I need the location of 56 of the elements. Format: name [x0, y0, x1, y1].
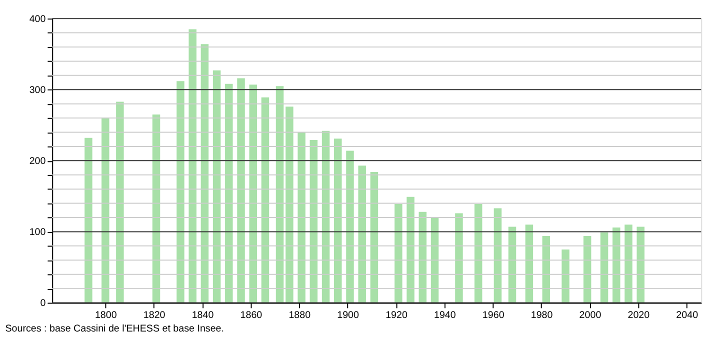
x-tick-label: 1900	[337, 310, 360, 322]
bar	[455, 213, 463, 303]
bar	[600, 232, 608, 303]
bar	[358, 166, 366, 303]
bar	[474, 204, 482, 303]
bar	[102, 118, 110, 303]
bar	[562, 249, 570, 303]
bar	[508, 226, 516, 303]
bar	[261, 97, 270, 303]
bar	[624, 224, 632, 303]
bar	[84, 138, 92, 303]
bar	[298, 132, 306, 303]
bar	[286, 106, 294, 303]
bar	[418, 212, 427, 303]
bar	[310, 140, 318, 303]
x-tick-label: 1800	[94, 310, 118, 322]
y-tick-label: 0	[40, 298, 46, 310]
bar	[370, 172, 378, 303]
x-tick-label: 1860	[240, 310, 263, 322]
bar	[612, 227, 620, 303]
source-note: Sources : base Cassini de l'EHESS et base Insee.	[5, 323, 224, 334]
y-tick-label: 200	[29, 156, 46, 168]
bar	[249, 84, 257, 303]
bar	[225, 84, 233, 303]
bar	[152, 114, 160, 303]
x-tick-label: 1960	[482, 310, 505, 322]
y-tick-label: 100	[29, 227, 46, 238]
bar	[430, 218, 439, 303]
x-tick-label: 2020	[628, 310, 650, 322]
x-tick-label: 1920	[386, 310, 408, 322]
bar	[200, 44, 209, 303]
bar	[334, 138, 342, 303]
bar	[237, 78, 245, 303]
x-tick-label: 1940	[434, 310, 456, 322]
x-tick-label: 1980	[530, 310, 554, 322]
x-tick-label: 2000	[579, 310, 602, 322]
bar	[394, 204, 402, 303]
bar	[176, 81, 184, 303]
bar	[542, 236, 550, 303]
x-tick-label: 1840	[192, 310, 214, 322]
bar	[212, 70, 221, 303]
bar	[276, 86, 284, 303]
bar	[636, 226, 644, 303]
bar	[346, 150, 354, 303]
x-tick-label: 1880	[288, 310, 312, 322]
x-tick-label: 1820	[143, 310, 166, 322]
y-tick-label: 300	[29, 85, 46, 96]
bar	[583, 236, 592, 303]
bar	[188, 29, 196, 303]
bar	[116, 102, 124, 303]
bar	[525, 224, 534, 303]
bar	[494, 208, 502, 303]
bar	[322, 130, 330, 303]
bar	[406, 196, 414, 303]
y-tick-label: 400	[29, 14, 46, 26]
x-tick-label: 2040	[676, 310, 699, 322]
